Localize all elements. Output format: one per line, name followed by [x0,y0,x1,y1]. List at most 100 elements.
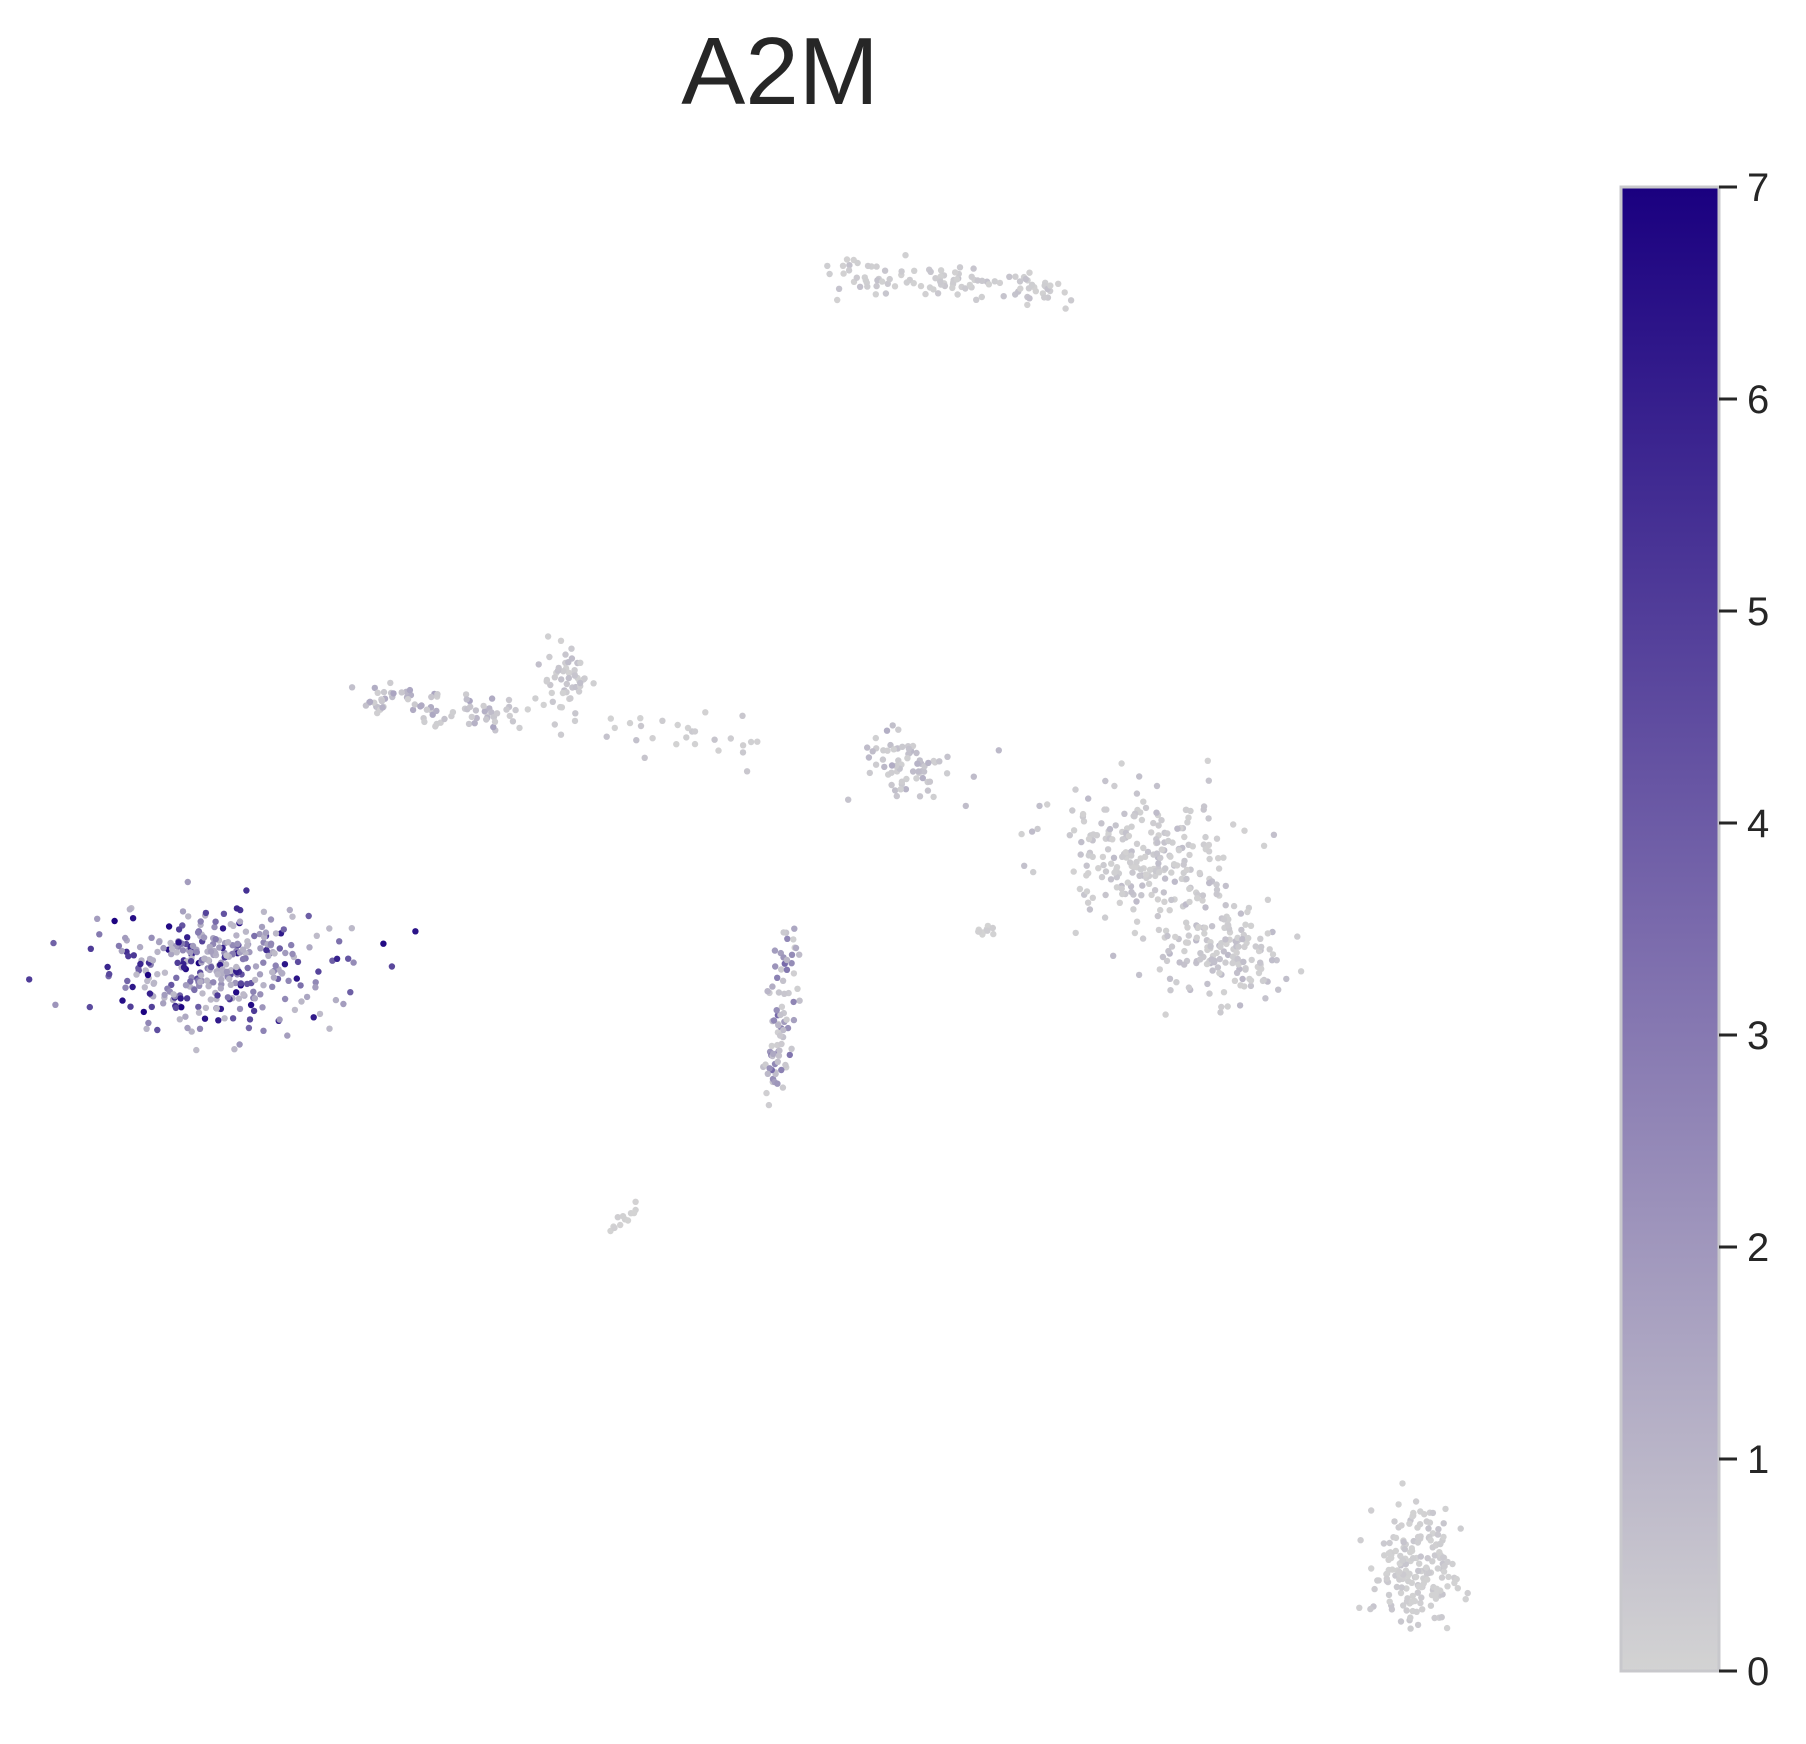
cell-point [1183,919,1190,926]
cell-point [1129,869,1136,876]
cell-point [974,277,981,284]
cell-point [371,684,378,692]
cell-point [1213,835,1221,842]
cell-point [891,787,899,794]
cell-point [468,713,475,721]
cell-point [160,1000,167,1007]
cell-point [412,928,419,935]
cell-point [87,945,95,952]
cell-point [1297,968,1305,975]
cell-point [1414,1621,1422,1629]
cell-point [575,688,583,695]
cell-point [774,1058,781,1066]
cell-point [895,726,902,733]
cell-point [776,1047,783,1054]
cell-point [265,952,272,959]
cell-point [1241,827,1248,834]
cell-point [1196,869,1203,877]
cell-point [1193,934,1201,941]
cell-point [1138,816,1146,824]
cell-point [1419,1606,1426,1613]
cell-point [1026,269,1033,276]
cell-point [276,1016,283,1023]
cell-point [775,1052,783,1059]
cell-point [1180,861,1187,868]
cell-point [1260,842,1268,849]
cell-point [617,1221,624,1229]
cell-point [187,958,195,965]
cell-point [784,1024,792,1032]
cell-point [272,962,279,969]
cell-point [1172,933,1179,941]
cell-point [148,934,155,941]
cell-point [1425,1525,1432,1532]
cell-point [179,908,187,915]
colorbar-tick-label: 2 [1747,1226,1769,1270]
cell-point [1275,986,1282,993]
cell-point [1398,1522,1405,1529]
cell-point [1423,1564,1430,1571]
cell-point [1142,871,1150,878]
cell-point [94,915,101,922]
cell-point [1385,1591,1393,1599]
cell-point [1264,930,1272,937]
cell-point [207,996,214,1003]
cell-point [306,944,313,951]
cell-point [1413,1608,1420,1616]
cell-point [1222,936,1229,943]
cell-point [229,1015,237,1022]
cell-point [899,743,906,750]
cell-point [463,696,470,703]
cell-point [1237,910,1245,917]
cell-point [140,1008,147,1016]
cell-point [1423,1518,1430,1525]
colorbar-tick-label: 6 [1747,378,1769,422]
cell-point [1214,964,1222,971]
cell-point [784,935,791,942]
cell-point [1137,866,1145,873]
cell-point [1044,801,1051,808]
cell-point [1235,961,1242,968]
cell-point [387,679,394,687]
cell-point [332,996,340,1004]
cell-point [1239,935,1246,943]
cell-point [1165,947,1172,955]
cell-point [251,995,259,1002]
cell-point [1158,846,1166,853]
cell-point [624,1217,632,1224]
cell-point [1166,975,1174,982]
cell-point [1409,1555,1417,1562]
colorbar-ticks: 0 1 2 3 4 5 6 7 [1719,166,1769,1694]
cell-point [558,676,565,683]
cell-point [826,270,833,278]
cell-point [462,691,470,698]
cell-point [1174,825,1181,832]
cell-point [194,929,202,936]
cell-point [505,696,513,704]
cell-point [1209,967,1216,974]
cell-point [285,977,292,984]
cell-point [607,715,614,722]
cell-point [271,950,278,957]
cell-point [1200,806,1207,813]
cell-point [937,267,945,274]
cell-point [1225,922,1232,929]
cell-point [1417,1599,1424,1607]
cell-point [197,972,205,979]
cell-point [509,718,517,725]
cell-point [770,1017,778,1024]
colorbar-tick-label: 3 [1747,1014,1769,1058]
cell-point [881,267,889,274]
cell-point [1215,855,1222,862]
cell-point [1199,892,1207,899]
cell-point [417,703,424,710]
cell-point [560,668,567,675]
cell-point [1138,892,1145,899]
cell-point [303,993,311,1001]
cell-point [286,906,293,914]
cell-point [244,964,251,972]
cell-point [886,275,893,283]
cell-point [777,1032,784,1039]
cell-point [772,963,779,970]
cell-point [1262,995,1269,1002]
